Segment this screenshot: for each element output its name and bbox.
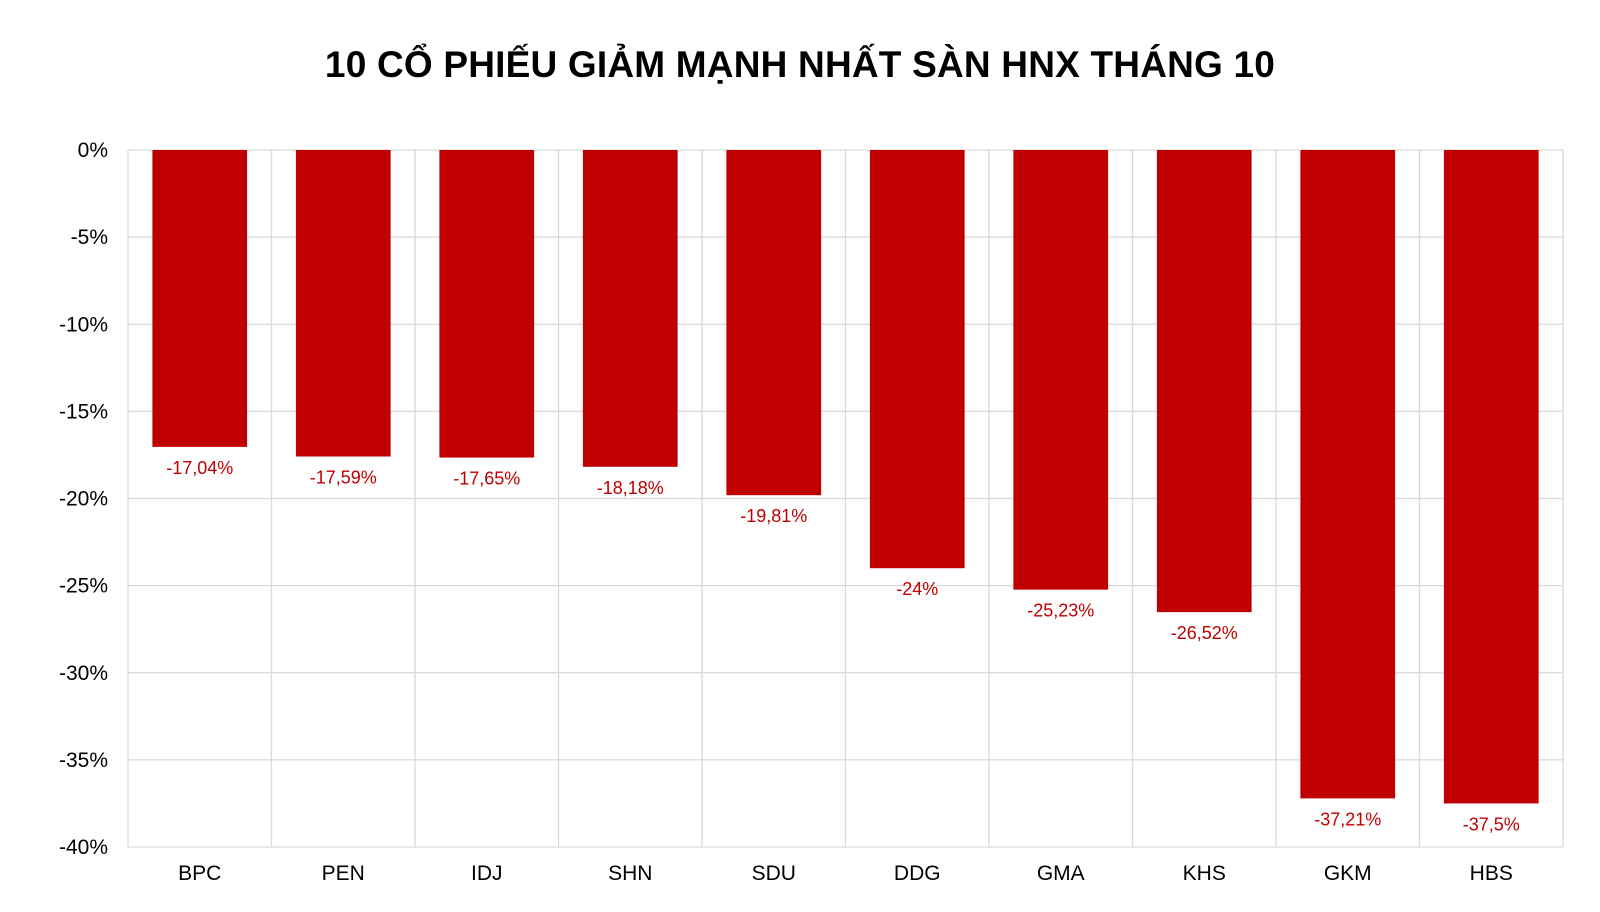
bar-pen — [295, 150, 391, 457]
y-tick-label: -30% — [59, 662, 108, 685]
x-tick-label: DDG — [894, 862, 941, 885]
bar-ddg — [869, 150, 965, 569]
y-axis-ticks: 0% -5% -10% -15% -20% -25% -30% -35% -40% — [59, 139, 108, 859]
y-tick-label: -5% — [71, 226, 108, 249]
x-tick-label: PEN — [322, 862, 365, 885]
y-tick-label: -20% — [59, 488, 108, 511]
y-tick-label: -35% — [59, 749, 108, 772]
x-tick-label: SDU — [752, 862, 796, 885]
y-tick-label: -25% — [59, 575, 108, 598]
x-tick-label: SHN — [608, 862, 652, 885]
y-tick-label: -10% — [59, 313, 108, 336]
data-label: -17,59% — [310, 468, 377, 488]
bar-gma — [1013, 150, 1109, 590]
bar-hbs — [1443, 150, 1539, 804]
data-label: -19,81% — [740, 506, 807, 526]
bar-shn — [582, 150, 678, 467]
data-label: -25,23% — [1027, 601, 1094, 621]
x-tick-label: KHS — [1183, 862, 1226, 885]
chart-title: 10 CỔ PHIẾU GIẢM MẠNH NHẤT SÀN HNX THÁNG… — [324, 44, 1276, 85]
x-tick-label: HBS — [1470, 862, 1513, 885]
x-tick-label: IDJ — [471, 862, 503, 885]
y-tick-label: -40% — [59, 836, 108, 859]
data-label: -17,65% — [453, 469, 520, 489]
data-label: -18,18% — [597, 478, 664, 498]
x-tick-label: GMA — [1037, 862, 1085, 885]
bar-sdu — [726, 150, 822, 496]
bar-idj — [439, 150, 535, 458]
y-tick-label: 0% — [78, 139, 108, 162]
data-labels: -17,04% -17,59% -17,65% -18,18% -19,81% -24% -… — [166, 458, 1520, 835]
bar-gkm — [1300, 150, 1396, 799]
data-label: -37,21% — [1314, 809, 1381, 829]
y-tick-label: -15% — [59, 400, 108, 423]
bar-khs — [1156, 150, 1252, 613]
x-axis-ticks: BPC PEN IDJ SHN SDU DDG GMA KHS GKM HBS — [178, 862, 1513, 885]
data-label: -24% — [896, 579, 938, 599]
data-label: -37,5% — [1463, 814, 1520, 834]
x-tick-label: BPC — [178, 862, 221, 885]
data-label: -26,52% — [1171, 623, 1238, 643]
data-label: -17,04% — [166, 458, 233, 478]
bar-bpc — [152, 150, 248, 447]
x-tick-label: GKM — [1324, 862, 1372, 885]
bars — [152, 150, 1539, 804]
